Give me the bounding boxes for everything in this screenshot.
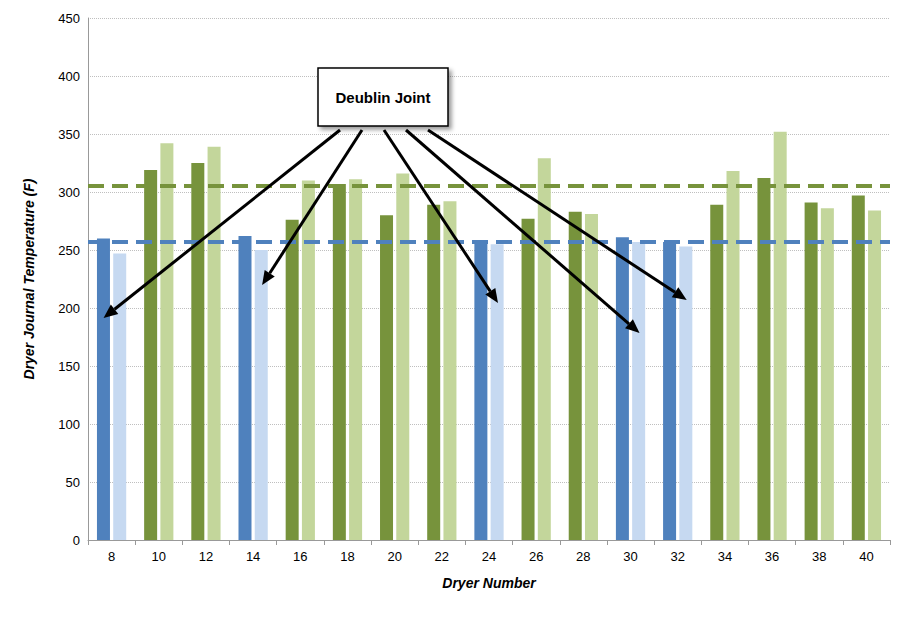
svg-text:Dryer Journal Temperature (F): Dryer Journal Temperature (F) [21, 178, 37, 379]
svg-text:14: 14 [246, 549, 260, 564]
svg-text:400: 400 [58, 69, 80, 84]
svg-text:150: 150 [58, 359, 80, 374]
svg-text:8: 8 [108, 549, 115, 564]
svg-text:0: 0 [73, 533, 80, 548]
svg-text:100: 100 [58, 417, 80, 432]
svg-text:18: 18 [340, 549, 354, 564]
svg-text:40: 40 [859, 549, 873, 564]
svg-text:50: 50 [66, 475, 80, 490]
svg-text:300: 300 [58, 185, 80, 200]
svg-text:Dryer Number: Dryer Number [442, 575, 537, 591]
svg-text:38: 38 [812, 549, 826, 564]
svg-text:200: 200 [58, 301, 80, 316]
svg-text:10: 10 [152, 549, 166, 564]
svg-text:36: 36 [765, 549, 779, 564]
svg-text:250: 250 [58, 243, 80, 258]
svg-text:20: 20 [387, 549, 401, 564]
svg-text:450: 450 [58, 11, 80, 26]
svg-text:26: 26 [529, 549, 543, 564]
svg-text:30: 30 [623, 549, 637, 564]
svg-text:32: 32 [670, 549, 684, 564]
svg-text:22: 22 [435, 549, 449, 564]
svg-text:12: 12 [199, 549, 213, 564]
svg-text:28: 28 [576, 549, 590, 564]
svg-text:24: 24 [482, 549, 496, 564]
svg-text:Deublin Joint: Deublin Joint [336, 89, 431, 106]
svg-text:16: 16 [293, 549, 307, 564]
svg-text:350: 350 [58, 127, 80, 142]
svg-text:34: 34 [718, 549, 732, 564]
